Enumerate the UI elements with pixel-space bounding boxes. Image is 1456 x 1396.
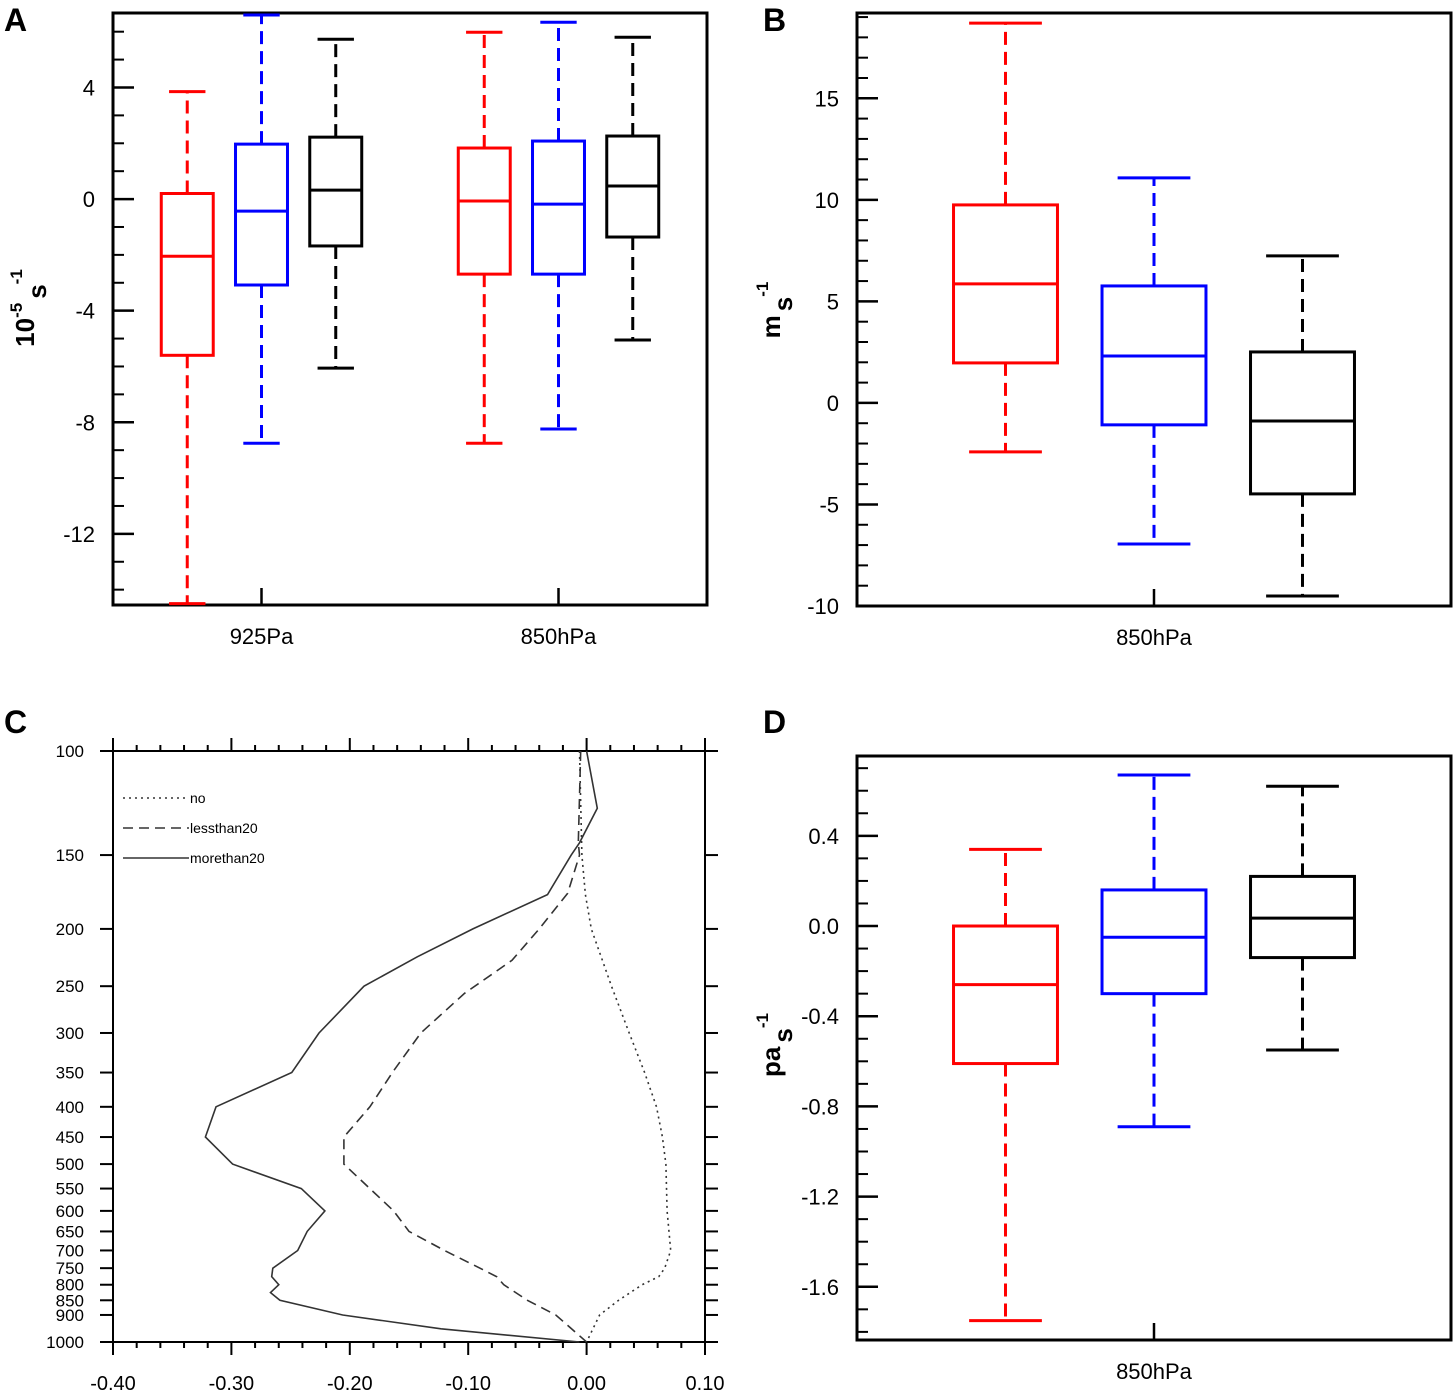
y-axis-label-base: 10	[10, 318, 40, 347]
plot-frame	[111, 11, 709, 607]
x-category-label: 850hPa	[1116, 1359, 1193, 1384]
x-category-label: 850hPa	[521, 624, 598, 649]
y-axis-label-base: m	[756, 315, 786, 338]
box-plot	[952, 847, 1059, 1323]
y-tick-label: 10	[815, 188, 839, 213]
y-tick-label: -12	[63, 522, 95, 547]
box-plot	[456, 30, 512, 445]
x-tick-label: -0.10	[445, 1373, 491, 1395]
y-axis-label-unit: s	[768, 1028, 798, 1042]
legend-label: morethan20	[190, 850, 265, 866]
y-tick-label: -4	[75, 299, 95, 324]
y-tick-label: 550	[56, 1180, 84, 1199]
y-tick-label: 600	[56, 1202, 84, 1221]
y-axis-label-exp: -5	[7, 303, 26, 318]
y-tick-label: 0.0	[808, 914, 839, 939]
y-tick-label: 700	[56, 1241, 84, 1260]
y-axis-label-base: pa	[756, 1046, 786, 1077]
y-tick-label: 5	[827, 289, 839, 314]
panel-letter-a: A	[4, 2, 27, 38]
panel-b: B 15 10 5 0 -5 -10 ms-1 850hPa	[753, 2, 1453, 650]
x-category-label: 850hPa	[1116, 625, 1193, 650]
box-iqr	[234, 142, 289, 287]
y-tick-label: 4	[83, 75, 95, 100]
x-category-label: 925Pa	[230, 624, 294, 649]
y-tick-label: 100	[56, 742, 84, 761]
box-iqr	[952, 924, 1059, 1066]
box-plot	[1249, 784, 1356, 1052]
box-iqr	[159, 192, 215, 357]
y-tick-label: 800	[56, 1276, 84, 1295]
y-tick-label: 1000	[46, 1333, 84, 1352]
y-tick-label: 0.4	[808, 824, 839, 849]
y-tick-label: 500	[56, 1155, 84, 1174]
series-line-lessthan20	[343, 750, 588, 1343]
series-line-no	[578, 750, 672, 1343]
y-axis-label: ms-1	[753, 282, 798, 339]
x-tick-label: 0.10	[686, 1373, 725, 1395]
box-plot	[952, 21, 1059, 454]
y-tick-label: 350	[56, 1064, 84, 1083]
y-tick-label: -0.8	[801, 1094, 839, 1119]
box-iqr	[1100, 888, 1208, 996]
x-tick-label: -0.40	[90, 1373, 136, 1395]
panel-c: C -0.40 -0.30 -0.20 -0.10 0.00 0.10 100 150 200 2…	[4, 704, 724, 1395]
panel-a: A 4 0 -4 -8 -12 10-5 s-1 925Pa 850hPa	[4, 2, 709, 649]
box-plot	[1100, 176, 1208, 546]
y-tick-label: 300	[56, 1024, 84, 1043]
box-iqr	[1249, 350, 1356, 496]
y-axis-label-unit-exp: -1	[7, 269, 26, 284]
y-axis-label: pa s-1	[753, 1013, 798, 1077]
y-tick-label: 200	[56, 920, 84, 939]
legend-label: no	[190, 790, 206, 806]
y-axis-label-unit-exp: -1	[753, 1013, 772, 1028]
y-tick-label: 250	[56, 977, 84, 996]
y-tick-label: -10	[807, 594, 839, 619]
y-axis-label-unit: s	[22, 284, 52, 298]
y-tick-label: -5	[819, 492, 839, 517]
y-tick-label: -1.6	[801, 1275, 839, 1300]
y-axis-label-unit: s	[768, 297, 798, 311]
box-plot	[234, 13, 289, 445]
plot-frame	[112, 750, 706, 1343]
panel-letter-c: C	[4, 704, 27, 740]
y-tick-label: -8	[75, 410, 95, 435]
y-tick-label: 650	[56, 1222, 84, 1241]
y-tick-label: 450	[56, 1128, 84, 1147]
x-tick-label: 0.00	[567, 1373, 606, 1395]
x-tick-label: -0.30	[209, 1373, 255, 1395]
y-axis-label: 10-5 s-1	[7, 269, 52, 347]
box-plot	[308, 37, 364, 370]
y-tick-label: 0	[83, 187, 95, 212]
y-tick-label: 400	[56, 1098, 84, 1117]
box-plot	[605, 35, 661, 342]
y-tick-label: -0.4	[801, 1004, 839, 1029]
x-tick-label: -0.20	[327, 1373, 373, 1395]
box-plot	[531, 20, 586, 431]
panel-letter-d: D	[763, 704, 786, 740]
box-plot	[159, 90, 215, 606]
y-tick-label: 150	[56, 846, 84, 865]
y-tick-label: 15	[815, 86, 839, 111]
box-iqr	[456, 146, 512, 276]
y-axis-label-unit-exp: -1	[753, 282, 772, 297]
box-iqr	[531, 139, 586, 276]
y-tick-label: 900	[56, 1306, 84, 1325]
y-tick-label: 0	[827, 391, 839, 416]
legend-label: lessthan20	[190, 820, 258, 836]
y-tick-label: 850	[56, 1291, 84, 1310]
box-plot	[1249, 254, 1356, 598]
series-line-morethan20	[204, 750, 599, 1343]
box-plot	[1100, 773, 1208, 1129]
panel-letter-b: B	[763, 2, 786, 38]
panel-d: D 0.4 0.0 -0.4 -0.8 -1.2 -1.6 pa s-1 850hPa	[753, 704, 1453, 1384]
y-tick-label: 750	[56, 1259, 84, 1278]
y-tick-label: -1.2	[801, 1185, 839, 1210]
